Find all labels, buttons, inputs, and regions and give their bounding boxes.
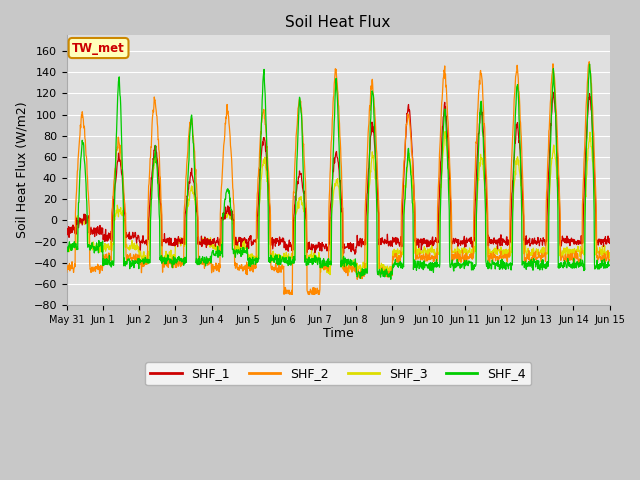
SHF_4 [184, 192, 191, 197]
SHF_1 [351, 252, 359, 257]
SHF_2 [493, 256, 501, 262]
Line: SHF_1: SHF_1 [67, 92, 609, 254]
Y-axis label: Soil Heat Flux (W/m2): Soil Heat Flux (W/m2) [15, 102, 28, 239]
SHF_2 [170, 262, 178, 267]
SHF_3 [494, 248, 502, 253]
SHF_2 [63, 269, 70, 275]
SHF_3 [63, 241, 70, 247]
SHF_4 [423, 262, 431, 267]
SHF_3 [423, 249, 431, 254]
SHF_1 [63, 231, 70, 237]
SHF_3 [170, 254, 178, 260]
SHF_4 [605, 263, 613, 268]
SHF_1 [541, 243, 549, 249]
SHF_1 [244, 240, 252, 245]
SHF_4 [586, 61, 593, 67]
SHF_3 [441, 129, 449, 134]
SHF_4 [541, 266, 549, 272]
Line: SHF_2: SHF_2 [67, 62, 609, 294]
SHF_3 [542, 250, 550, 256]
Text: TW_met: TW_met [72, 41, 125, 55]
SHF_1 [170, 240, 178, 246]
SHF_2 [423, 255, 431, 261]
Line: SHF_3: SHF_3 [67, 132, 609, 275]
Line: SHF_4: SHF_4 [67, 64, 609, 279]
SHF_3 [385, 272, 393, 277]
SHF_2 [586, 59, 593, 65]
SHF_1 [605, 240, 613, 246]
SHF_4 [244, 256, 252, 262]
SHF_3 [244, 252, 252, 257]
SHF_4 [63, 247, 70, 253]
SHF_2 [541, 258, 549, 264]
SHF_2 [184, 152, 191, 158]
SHF_1 [184, 194, 191, 200]
SHF_1 [550, 89, 557, 95]
SHF_3 [605, 250, 613, 256]
Legend: SHF_1, SHF_2, SHF_3, SHF_4: SHF_1, SHF_2, SHF_3, SHF_4 [145, 362, 531, 385]
SHF_2 [605, 257, 613, 263]
Title: Soil Heat Flux: Soil Heat Flux [285, 15, 391, 30]
SHF_2 [244, 262, 252, 267]
SHF_2 [286, 291, 294, 297]
SHF_4 [387, 276, 395, 282]
X-axis label: Time: Time [323, 327, 353, 340]
SHF_4 [170, 256, 178, 262]
SHF_4 [493, 263, 501, 269]
SHF_3 [184, 203, 191, 208]
SHF_1 [493, 246, 501, 252]
SHF_1 [423, 238, 431, 244]
